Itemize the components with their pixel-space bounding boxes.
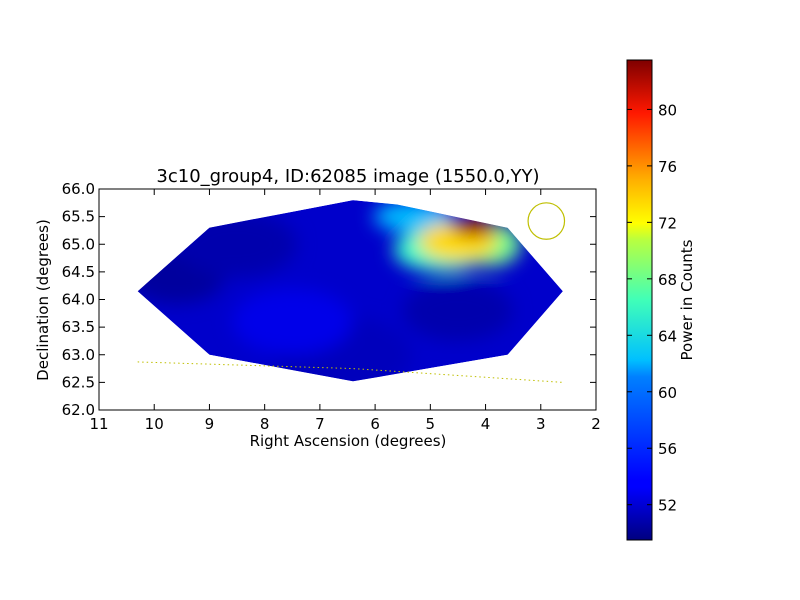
y-tick-label: 64.5 <box>62 263 95 281</box>
hotspot-4 <box>452 218 497 237</box>
colorbar-tick-label: 76 <box>658 158 677 176</box>
beam-circle <box>527 202 566 240</box>
colorbar <box>626 59 653 541</box>
x-tick-label: 11 <box>89 415 108 433</box>
y-axis: 62.0 62.5 63.0 63.5 64.0 64.5 65.0 65.5 66.0 <box>62 180 596 419</box>
field-region-1 <box>177 211 298 278</box>
x-tick-label: 9 <box>205 415 215 433</box>
x-tick-label: 4 <box>481 415 491 433</box>
colorbar-tick-label: 60 <box>658 384 677 402</box>
x-axis: 11 10 9 8 7 6 5 4 3 2 <box>89 189 601 433</box>
colorbar-tick-label: 56 <box>658 440 677 458</box>
field-region-3 <box>402 280 513 341</box>
x-tick-label: 10 <box>145 415 164 433</box>
heatmap-layer <box>137 200 563 382</box>
colorbar-tick-label: 80 <box>658 101 677 119</box>
x-axis-label: Right Ascension (degrees) <box>250 432 447 450</box>
chart-title: 3c10_group4, ID:62085 image (1550.0,YY) <box>156 166 539 187</box>
y-tick-label: 63.0 <box>62 346 95 364</box>
y-tick-label: 66.0 <box>62 180 95 198</box>
x-tick-label: 7 <box>315 415 325 433</box>
y-axis-label: Declination (degrees) <box>34 219 52 381</box>
x-tick-label: 8 <box>260 415 270 433</box>
x-tick-label: 2 <box>591 415 601 433</box>
colorbar-tick-label: 68 <box>658 271 677 289</box>
y-tick-label: 62.0 <box>62 401 95 419</box>
y-tick-label: 64.0 <box>62 291 95 309</box>
horizon-line <box>137 361 563 383</box>
y-tick-label: 65.5 <box>62 208 95 226</box>
colorbar-tick-label: 64 <box>658 327 677 345</box>
x-tick-label: 3 <box>536 415 546 433</box>
y-tick-label: 63.5 <box>62 318 95 336</box>
y-tick-label: 62.5 <box>62 373 95 391</box>
x-tick-label: 6 <box>370 415 380 433</box>
colorbar-label: Power in Counts <box>678 239 696 360</box>
colorbar-tick-label: 52 <box>658 497 677 515</box>
colorbar-ticks: 52 56 60 64 68 72 76 80 <box>627 101 677 515</box>
field-region-4 <box>232 288 353 355</box>
colorbar-tick-label: 72 <box>658 214 677 232</box>
x-tick-label: 5 <box>426 415 436 433</box>
y-tick-label: 65.0 <box>62 235 95 253</box>
